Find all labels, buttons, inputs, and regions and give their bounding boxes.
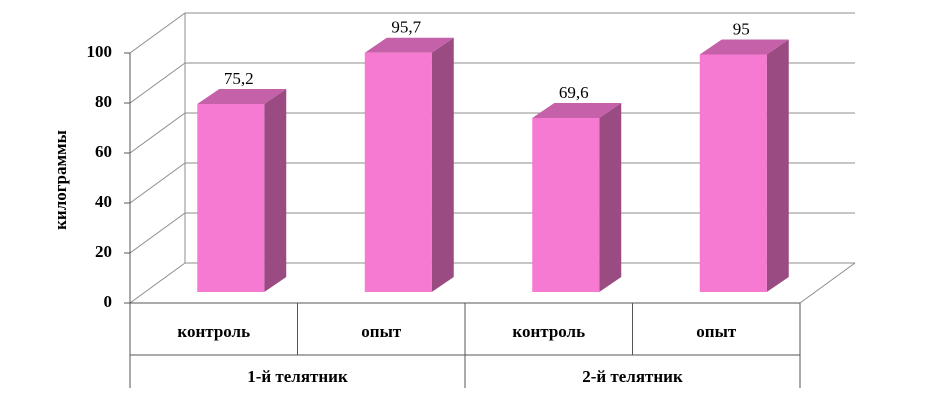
- y-axis-label: килограммы: [51, 130, 70, 230]
- grid-line-side: [129, 62, 186, 104]
- bar: [364, 52, 432, 292]
- y-tick-label: 80: [95, 92, 112, 111]
- y-tick-label: 60: [95, 142, 112, 161]
- bar: [699, 54, 767, 292]
- y-tick-label: 40: [95, 192, 112, 211]
- bar-side: [264, 89, 287, 292]
- group-label: 2-й телятник: [582, 367, 683, 386]
- data-label: 95,7: [391, 18, 421, 37]
- y-tick-label: 0: [104, 292, 113, 311]
- grid-line-side: [129, 162, 186, 204]
- bar: [197, 104, 265, 292]
- grid-line-side: [129, 262, 186, 304]
- group-label: 1-й телятник: [247, 367, 348, 386]
- bar-side: [431, 37, 454, 292]
- x-tick-label: опыт: [361, 322, 402, 341]
- x-tick-label: контроль: [512, 322, 585, 341]
- grid-line-side: [129, 12, 186, 54]
- bar-side: [766, 39, 789, 292]
- y-tick-label: 100: [87, 42, 113, 61]
- data-label: 95: [733, 19, 750, 38]
- bar-side: [599, 103, 622, 292]
- x-tick-label: контроль: [177, 322, 250, 341]
- data-label: 69,6: [559, 83, 589, 102]
- data-label: 75,2: [224, 69, 254, 88]
- grid-line-side: [129, 212, 186, 254]
- x-tick-label: опыт: [696, 322, 737, 341]
- bar-top: [197, 89, 287, 104]
- floor-edge: [799, 262, 856, 304]
- bar-top: [699, 39, 789, 55]
- bar-top: [364, 37, 454, 53]
- bar-top: [532, 103, 622, 118]
- bar: [532, 118, 600, 292]
- grid-line-side: [129, 112, 186, 154]
- y-tick-label: 20: [95, 242, 112, 261]
